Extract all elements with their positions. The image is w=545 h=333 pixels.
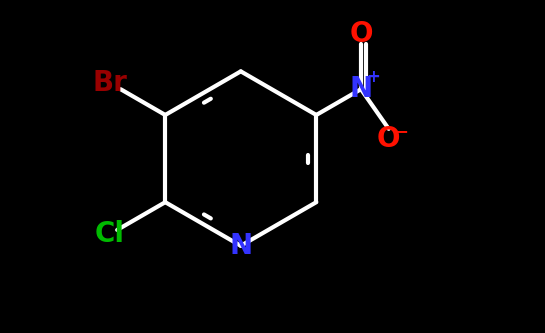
Text: Cl: Cl <box>95 220 125 248</box>
Text: O: O <box>377 125 401 153</box>
Text: +: + <box>366 68 380 86</box>
Text: N: N <box>349 75 373 103</box>
Text: −: − <box>395 122 408 140</box>
Text: Br: Br <box>93 69 128 97</box>
Text: O: O <box>349 20 373 48</box>
Text: N: N <box>229 232 252 260</box>
